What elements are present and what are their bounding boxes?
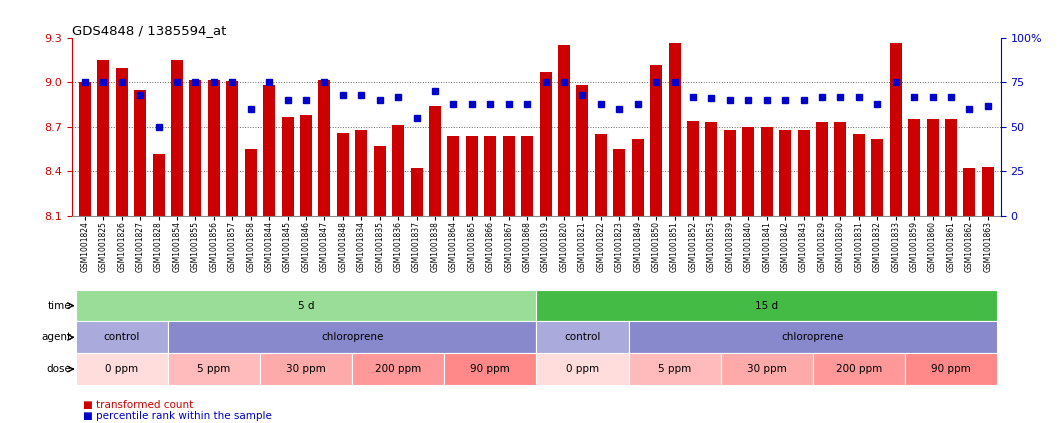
Bar xyxy=(650,65,662,216)
Bar xyxy=(779,130,791,216)
Bar xyxy=(595,135,607,216)
Bar xyxy=(629,353,721,385)
Text: 30 ppm: 30 ppm xyxy=(747,364,787,374)
Bar xyxy=(337,133,348,216)
Bar xyxy=(724,130,736,216)
Bar xyxy=(629,321,998,353)
Bar xyxy=(190,80,201,216)
Bar xyxy=(852,135,865,216)
Bar xyxy=(300,115,312,216)
Text: 0 ppm: 0 ppm xyxy=(566,364,599,374)
Bar xyxy=(429,106,441,216)
Bar xyxy=(537,290,998,321)
Text: chloroprene: chloroprene xyxy=(782,332,844,342)
Bar xyxy=(115,68,128,216)
Bar xyxy=(152,154,164,216)
Text: 5 d: 5 d xyxy=(298,301,315,310)
Bar xyxy=(97,60,109,216)
Text: 15 d: 15 d xyxy=(755,301,778,310)
Bar xyxy=(392,125,405,216)
Bar xyxy=(721,353,813,385)
Bar xyxy=(521,136,533,216)
Bar xyxy=(356,130,367,216)
Bar xyxy=(264,85,275,216)
Bar xyxy=(352,353,444,385)
Bar xyxy=(227,81,238,216)
Text: ■ transformed count: ■ transformed count xyxy=(83,400,193,410)
Bar xyxy=(705,123,717,216)
Bar xyxy=(374,146,385,216)
Bar xyxy=(537,321,629,353)
Bar xyxy=(172,60,183,216)
Bar xyxy=(813,353,905,385)
Bar xyxy=(503,136,515,216)
Bar xyxy=(964,168,975,216)
Bar xyxy=(540,72,552,216)
Bar xyxy=(632,139,644,216)
Bar xyxy=(208,80,220,216)
Bar xyxy=(558,46,570,216)
Bar xyxy=(816,123,828,216)
Bar xyxy=(245,149,256,216)
Text: control: control xyxy=(564,332,600,342)
Text: GDS4848 / 1385594_at: GDS4848 / 1385594_at xyxy=(72,24,227,37)
Bar xyxy=(797,130,809,216)
Bar xyxy=(319,80,330,216)
Text: time: time xyxy=(48,301,72,310)
Text: control: control xyxy=(104,332,140,342)
Bar xyxy=(448,136,460,216)
Bar xyxy=(909,120,920,216)
Bar xyxy=(760,127,773,216)
Bar xyxy=(444,353,537,385)
Bar xyxy=(75,353,167,385)
Bar xyxy=(905,353,998,385)
Text: 5 ppm: 5 ppm xyxy=(658,364,692,374)
Bar xyxy=(742,127,754,216)
Bar xyxy=(872,139,883,216)
Bar xyxy=(282,117,293,216)
Text: 200 ppm: 200 ppm xyxy=(375,364,421,374)
Bar xyxy=(167,321,537,353)
Text: 90 ppm: 90 ppm xyxy=(470,364,510,374)
Bar xyxy=(167,353,259,385)
Text: 90 ppm: 90 ppm xyxy=(931,364,971,374)
Bar xyxy=(687,121,699,216)
Text: 30 ppm: 30 ppm xyxy=(286,364,326,374)
Bar xyxy=(75,290,537,321)
Bar xyxy=(927,120,938,216)
Bar xyxy=(259,353,352,385)
Text: chloroprene: chloroprene xyxy=(321,332,383,342)
Bar xyxy=(411,168,423,216)
Bar xyxy=(537,353,629,385)
Text: 5 ppm: 5 ppm xyxy=(197,364,231,374)
Text: 200 ppm: 200 ppm xyxy=(836,364,882,374)
Bar xyxy=(945,120,957,216)
Bar xyxy=(576,85,589,216)
Bar xyxy=(466,136,478,216)
Text: dose: dose xyxy=(47,364,72,374)
Bar xyxy=(890,43,901,216)
Bar xyxy=(75,321,167,353)
Bar xyxy=(834,123,846,216)
Text: agent: agent xyxy=(41,332,72,342)
Bar xyxy=(79,82,91,216)
Bar xyxy=(484,136,497,216)
Text: 0 ppm: 0 ppm xyxy=(105,364,139,374)
Bar xyxy=(613,149,625,216)
Text: ■ percentile rank within the sample: ■ percentile rank within the sample xyxy=(83,411,271,421)
Bar xyxy=(134,90,146,216)
Bar xyxy=(982,167,993,216)
Bar xyxy=(668,43,681,216)
